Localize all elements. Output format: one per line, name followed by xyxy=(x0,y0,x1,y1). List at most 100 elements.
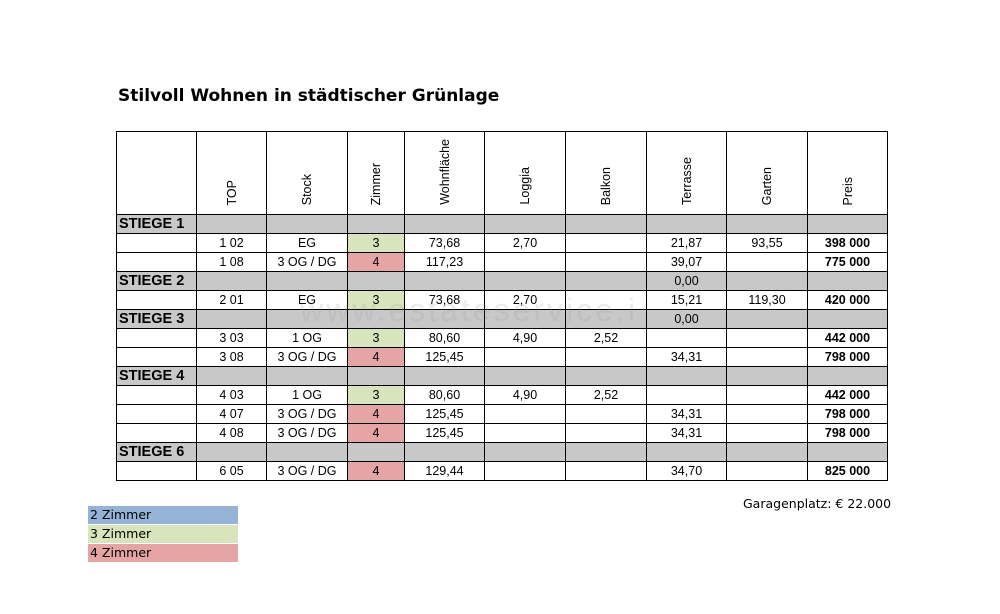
section-cell-garten xyxy=(726,442,808,462)
cell-stock: 3 OG / DG xyxy=(266,461,348,481)
cell-blank xyxy=(116,404,197,424)
header-preis: Preis xyxy=(807,131,888,215)
cell-preis: 442 000 xyxy=(807,328,888,348)
section-cell-top xyxy=(196,442,267,462)
section-cell-preis xyxy=(807,366,888,386)
cell-terrasse xyxy=(646,328,727,348)
section-cell-loggia xyxy=(484,309,566,329)
cell-balkon xyxy=(565,461,647,481)
cell-zimmer: 4 xyxy=(347,252,405,272)
cell-wohnflaeche: 125,45 xyxy=(404,347,485,367)
table-row: 4 07 3 OG / DG 4 125,45 34,31 798 000 xyxy=(116,404,888,424)
section-label: STIEGE 4 xyxy=(116,366,197,386)
section-cell-wohnflaeche xyxy=(404,309,485,329)
cell-balkon xyxy=(565,290,647,310)
section-cell-garten xyxy=(726,366,808,386)
cell-preis: 825 000 xyxy=(807,461,888,481)
section-label: STIEGE 3 xyxy=(116,309,197,329)
section-cell-terrasse xyxy=(646,214,727,234)
table-row: 3 03 1 OG 3 80,60 4,90 2,52 442 000 xyxy=(116,328,888,348)
cell-balkon: 2,52 xyxy=(565,385,647,405)
cell-top: 3 08 xyxy=(196,347,267,367)
header-stock: Stock xyxy=(266,131,348,215)
legend-2-zimmer: 2 Zimmer xyxy=(88,506,238,524)
cell-blank xyxy=(116,423,197,443)
cell-zimmer: 3 xyxy=(347,385,405,405)
cell-loggia xyxy=(484,252,566,272)
cell-top: 4 08 xyxy=(196,423,267,443)
section-cell-wohnflaeche xyxy=(404,214,485,234)
section-cell-zimmer xyxy=(347,271,405,291)
section-cell-preis xyxy=(807,442,888,462)
cell-terrasse: 34,31 xyxy=(646,347,727,367)
section-cell-top xyxy=(196,214,267,234)
section-label: STIEGE 6 xyxy=(116,442,197,462)
cell-garten xyxy=(726,385,808,405)
cell-wohnflaeche: 80,60 xyxy=(404,328,485,348)
section-row: STIEGE 6 xyxy=(116,442,888,462)
section-cell-stock xyxy=(266,442,348,462)
cell-top: 1 08 xyxy=(196,252,267,272)
cell-loggia xyxy=(484,423,566,443)
header-balkon: Balkon xyxy=(565,131,647,215)
cell-blank xyxy=(116,328,197,348)
section-cell-top xyxy=(196,309,267,329)
cell-wohnflaeche: 125,45 xyxy=(404,404,485,424)
section-cell-loggia xyxy=(484,366,566,386)
section-cell-preis xyxy=(807,271,888,291)
cell-top: 1 02 xyxy=(196,233,267,253)
cell-terrasse: 34,70 xyxy=(646,461,727,481)
section-cell-zimmer xyxy=(347,366,405,386)
cell-stock: 1 OG xyxy=(266,385,348,405)
header-terrasse: Terrasse xyxy=(646,131,727,215)
garage-price: Garagenplatz: € 22.000 xyxy=(743,496,892,511)
cell-balkon xyxy=(565,252,647,272)
cell-wohnflaeche: 125,45 xyxy=(404,423,485,443)
table-row: 1 02 EG 3 73,68 2,70 21,87 93,55 398 000 xyxy=(116,233,888,253)
cell-blank xyxy=(116,461,197,481)
cell-loggia xyxy=(484,461,566,481)
section-cell-stock xyxy=(266,271,348,291)
section-row: STIEGE 2 0,00 xyxy=(116,271,888,291)
section-cell-terrasse: 0,00 xyxy=(646,271,727,291)
cell-stock: 3 OG / DG xyxy=(266,252,348,272)
cell-garten xyxy=(726,404,808,424)
cell-wohnflaeche: 73,68 xyxy=(404,290,485,310)
cell-loggia: 4,90 xyxy=(484,385,566,405)
cell-preis: 798 000 xyxy=(807,423,888,443)
cell-zimmer: 4 xyxy=(347,404,405,424)
section-cell-wohnflaeche xyxy=(404,442,485,462)
page-title: Stilvoll Wohnen in städtischer Grünlage xyxy=(118,86,500,106)
cell-garten xyxy=(726,461,808,481)
section-cell-loggia xyxy=(484,442,566,462)
section-row: STIEGE 4 xyxy=(116,366,888,386)
header-top: TOP xyxy=(196,131,267,215)
section-row: STIEGE 1 xyxy=(116,214,888,234)
cell-preis: 420 000 xyxy=(807,290,888,310)
cell-balkon xyxy=(565,347,647,367)
cell-wohnflaeche: 129,44 xyxy=(404,461,485,481)
cell-stock: EG xyxy=(266,233,348,253)
header-loggia: Loggia xyxy=(484,131,566,215)
section-cell-top xyxy=(196,366,267,386)
cell-loggia xyxy=(484,404,566,424)
cell-stock: 3 OG / DG xyxy=(266,347,348,367)
cell-wohnflaeche: 80,60 xyxy=(404,385,485,405)
section-cell-zimmer xyxy=(347,309,405,329)
table-row: 2 01 EG 3 73,68 2,70 15,21 119,30 420 000 xyxy=(116,290,888,310)
section-label: STIEGE 1 xyxy=(116,214,197,234)
section-row: STIEGE 3 0,00 xyxy=(116,309,888,329)
legend-4-zimmer: 4 Zimmer xyxy=(88,544,238,562)
cell-stock: EG xyxy=(266,290,348,310)
cell-zimmer: 4 xyxy=(347,461,405,481)
table-row: 1 08 3 OG / DG 4 117,23 39,07 775 000 xyxy=(116,252,888,272)
cell-balkon xyxy=(565,423,647,443)
section-cell-top xyxy=(196,271,267,291)
section-cell-balkon xyxy=(565,442,647,462)
cell-preis: 798 000 xyxy=(807,404,888,424)
cell-wohnflaeche: 73,68 xyxy=(404,233,485,253)
cell-top: 3 03 xyxy=(196,328,267,348)
cell-balkon xyxy=(565,404,647,424)
header-row: TOP Stock Zimmer Wohnfläche Loggia Balko… xyxy=(116,131,888,215)
cell-garten xyxy=(726,328,808,348)
